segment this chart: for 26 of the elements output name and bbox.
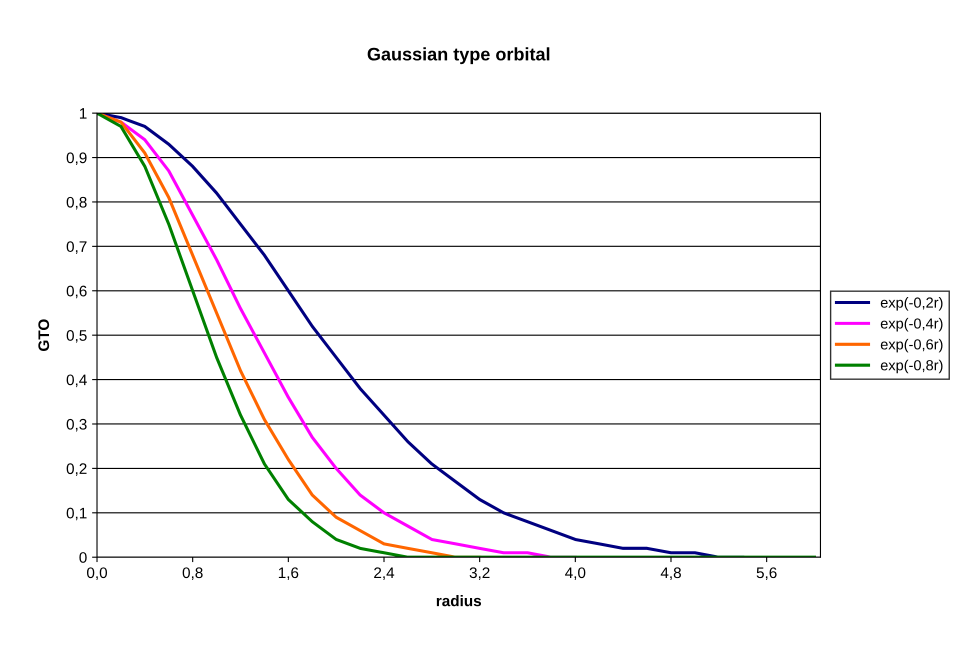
x-tick-label: 1,6 xyxy=(278,567,298,580)
x-tick-label: 5,6 xyxy=(756,567,777,580)
x-tick-label: 3,2 xyxy=(470,567,490,580)
legend-label: exp(-0,6r) xyxy=(880,338,943,352)
y-tick-label: 0,6 xyxy=(66,286,87,298)
y-tick-label: 0,8 xyxy=(66,196,87,210)
y-tick-label: 0,3 xyxy=(66,418,87,432)
y-tick-label: 0,5 xyxy=(66,330,87,343)
x-axis-title: radius xyxy=(436,595,482,606)
y-tick-label: 0,7 xyxy=(66,241,87,254)
legend-label: exp(-0,4r) xyxy=(880,318,943,332)
y-tick-label: 0,1 xyxy=(66,508,87,520)
x-tick-label: 4,0 xyxy=(565,567,586,580)
chart-title: Gaussian type orbital xyxy=(368,47,550,64)
y-tick-label: 0 xyxy=(79,552,87,563)
x-tick-label: 4,8 xyxy=(660,567,681,580)
y-tick-label: 0,4 xyxy=(66,374,87,388)
legend-label: exp(-0,8r) xyxy=(880,360,943,374)
y-axis-title: GTO xyxy=(38,319,50,351)
y-tick-label: 0,2 xyxy=(66,463,87,476)
x-tick-label: 0,0 xyxy=(86,567,108,580)
x-tick-label: 2,4 xyxy=(374,567,394,580)
y-tick-label: 0,9 xyxy=(66,152,87,166)
y-tick-label: 1 xyxy=(80,108,87,119)
legend-label: exp(-0,2r) xyxy=(880,297,943,311)
x-tick-label: 0,8 xyxy=(182,567,203,580)
